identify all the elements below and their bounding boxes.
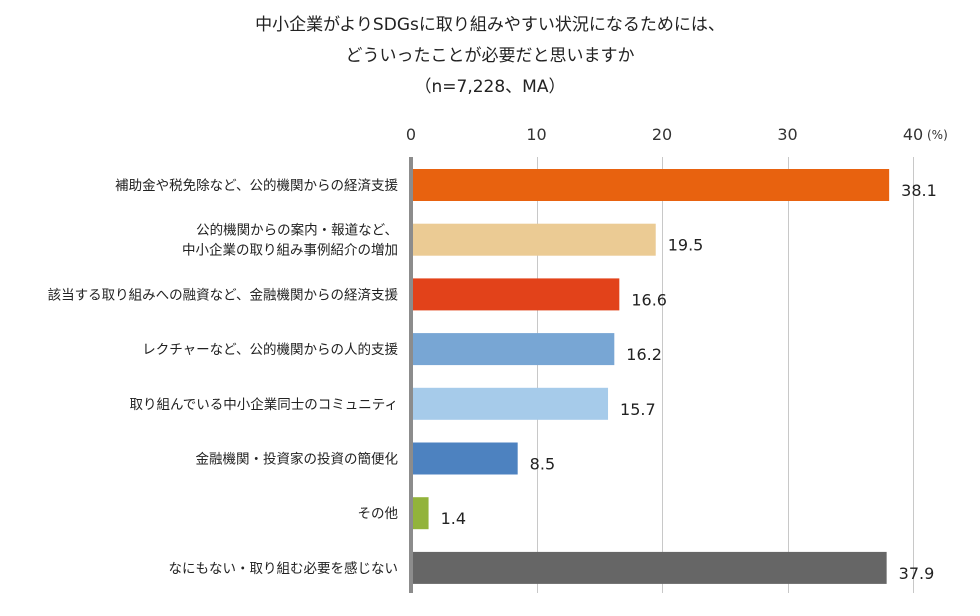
bar [411,169,890,201]
x-tick-label: 10 [526,125,546,144]
x-unit-label: (%) [927,128,948,142]
data-label: 15.7 [620,400,656,419]
bar [411,387,609,420]
chart-title: 中小企業がよりSDGsに取り組みやすい状況になるためには、 どういったことが必要… [0,10,980,103]
bar [411,278,620,311]
data-label: 1.4 [441,509,466,528]
chart-subtitle: （n=7,228、MA） [414,77,566,97]
x-tick-label: 0 [406,125,416,144]
x-tick-label: 30 [777,125,797,144]
category-label: 補助金や税免除など、公的機関からの経済支援 [115,178,398,194]
category-label: その他 [358,506,399,522]
data-label: 19.5 [668,236,704,255]
bar [411,497,429,530]
chart-title-line-1: 中小企業がよりSDGsに取り組みやすい状況になるためには、 [255,15,725,35]
bar [411,442,518,475]
data-label: 16.6 [631,290,667,309]
data-label: 37.9 [899,564,935,583]
data-label: 8.5 [530,455,555,474]
data-label: 16.2 [626,345,662,364]
bar [411,223,656,256]
bar [411,333,615,366]
bar [411,551,887,584]
chart-title-line-2: どういったことが必要だと思いますか [345,46,635,66]
data-label: 38.1 [901,181,937,200]
x-tick-label: 40 [903,125,923,144]
x-tick-label: 20 [652,125,672,144]
category-label: 金融機関・投資家の投資の簡便化 [196,451,399,468]
category-label: 中小企業の取り組み事例紹介の増加 [182,242,398,259]
category-label: 該当する取り組みへの融資など、金融機関からの経済支援 [48,287,399,303]
category-label: 公的機関からの案内・報道など、 [196,222,398,239]
category-label: なにもない・取り組む必要を感じない [169,560,399,577]
y-axis-line [409,157,413,593]
category-label: レクチャーなど、公的機関からの人的支援 [142,342,398,358]
category-label: 取り組んでいる中小企業同士のコミュニティ [129,396,398,413]
